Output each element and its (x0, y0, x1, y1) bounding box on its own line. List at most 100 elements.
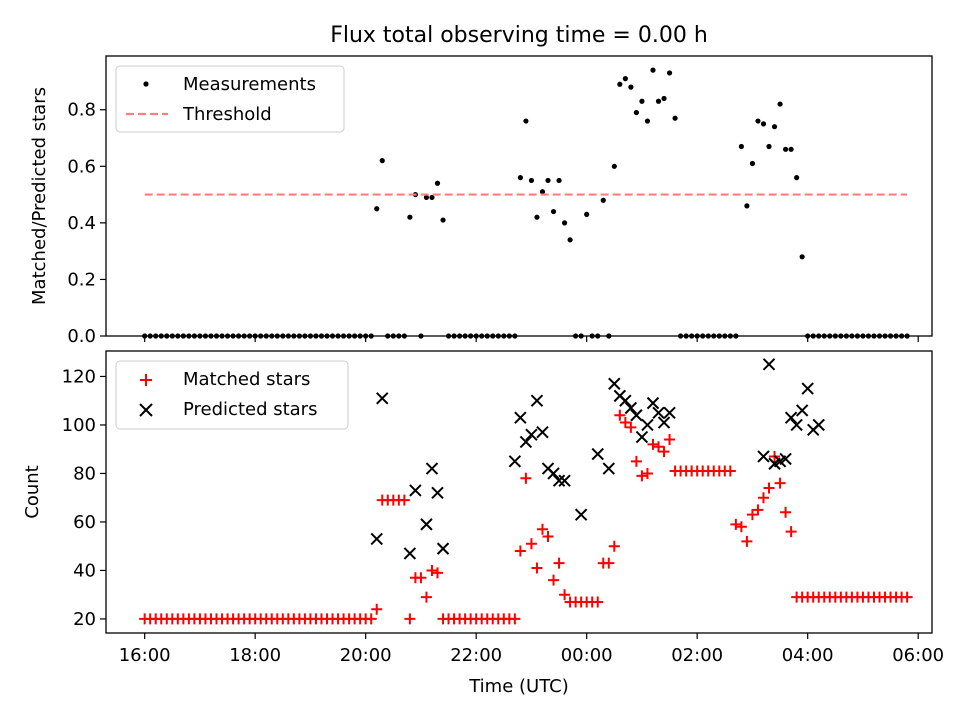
measurement-point (440, 217, 446, 223)
measurement-point (672, 115, 678, 121)
measurement-point (517, 175, 523, 181)
ratio-y-axis-label: Matched/Predicted stars (29, 87, 50, 305)
y-tick-label: 0.2 (67, 269, 96, 290)
measurement-point (766, 143, 772, 150)
matched-star-point (542, 530, 554, 542)
x-tick-label: 16:00 (119, 645, 171, 666)
matched-star-point (724, 465, 736, 477)
y-tick-label: 40 (73, 560, 96, 581)
measurement-point (755, 118, 761, 124)
measurement-point (534, 214, 540, 220)
matched-star-point (630, 455, 642, 467)
predicted-star-point (519, 435, 533, 449)
predicted-star-point (619, 394, 632, 407)
count-legend-box (115, 360, 349, 430)
measurement-point (794, 175, 800, 181)
legend-measurements-marker (143, 81, 149, 87)
predicted-star-point (431, 486, 444, 500)
y-tick-label: 0.8 (67, 100, 96, 121)
predicted-star-point (762, 358, 776, 371)
predicted-star-point (812, 418, 825, 432)
predicted-star-point (376, 392, 389, 405)
y-tick-label: 60 (73, 512, 96, 533)
matched-star-point (763, 482, 775, 494)
predicted-star-point (635, 430, 649, 444)
measurement-point (622, 76, 628, 82)
predicted-star-point (547, 467, 560, 480)
predicted-star-point (652, 406, 665, 420)
y-tick-label: 80 (73, 463, 96, 484)
matched-star-point (531, 562, 543, 574)
predicted-star-point (784, 411, 798, 424)
predicted-star-point (370, 532, 383, 546)
matched-star-point (636, 470, 648, 482)
matched-star-point (746, 509, 758, 521)
legend-measurements-label: Measurements (183, 74, 316, 95)
count-plot-frame (105, 350, 933, 634)
measurement-point (600, 197, 606, 203)
x-tick-label: 18:00 (229, 645, 281, 666)
predicted-star-point (530, 394, 544, 407)
measurement-point (777, 101, 783, 107)
predicted-star-point (552, 474, 566, 487)
measurement-point (655, 98, 662, 104)
x-tick-label: 00:00 (561, 645, 613, 666)
measurement-point (738, 143, 744, 150)
matched-star-point (509, 613, 521, 625)
predicted-star-point (757, 450, 770, 463)
predicted-star-point (801, 382, 814, 395)
count-y-axis-label: Count (22, 465, 43, 518)
ratio-plot-frame (105, 55, 933, 337)
matched-star-point (730, 518, 742, 530)
measurement-point (650, 67, 656, 73)
matched-star-point (625, 421, 637, 433)
predicted-star-point (602, 462, 615, 475)
measurement-point (539, 189, 546, 195)
matched-star-point (608, 540, 620, 552)
measurement-point (556, 177, 562, 184)
matched-star-point (525, 538, 537, 550)
matched-star-point (757, 492, 769, 504)
x-tick-label: 22:00 (450, 645, 502, 666)
chart-title: Flux total observing time = 0.00 h (330, 23, 708, 48)
matched-star-point (785, 526, 797, 538)
predicted-star-point (779, 452, 792, 466)
measurement-point (423, 194, 430, 201)
measurement-point (584, 211, 590, 217)
predicted-star-point (641, 418, 654, 432)
measurement-point (545, 177, 551, 184)
measurement-point (523, 118, 529, 124)
measurement-point (374, 206, 380, 212)
y-tick-label: 0.0 (67, 326, 96, 347)
matched-star-point (404, 613, 416, 625)
matched-star-point (536, 523, 548, 535)
matched-star-point (901, 591, 913, 603)
measurement-point (760, 121, 767, 127)
y-tick-label: 0.6 (67, 156, 96, 177)
matched-star-point (774, 477, 786, 489)
matched-star-point (514, 545, 526, 557)
matched-star-point (735, 521, 747, 533)
measurement-point (628, 84, 634, 90)
predicted-star-point (536, 426, 549, 439)
x-tick-label: 20:00 (340, 645, 392, 666)
matched-star-point (641, 467, 653, 479)
matched-star-point (365, 613, 377, 625)
predicted-star-point (514, 411, 527, 424)
measurement-point (799, 254, 805, 260)
legend-predicted-label: Predicted stars (183, 399, 317, 420)
y-tick-label: 20 (73, 609, 96, 630)
legend-matched-label: Matched stars (183, 369, 310, 390)
matched-star-point (415, 572, 427, 584)
measurement-point (429, 194, 435, 201)
x-tick-label: 04:00 (782, 645, 834, 666)
matched-star-point (548, 574, 560, 586)
measurement-point (661, 95, 667, 102)
matched-star-point (420, 591, 432, 603)
measurement-point (666, 70, 673, 76)
matched-star-point (752, 504, 764, 516)
matched-star-point (619, 417, 631, 429)
matched-star-point (614, 409, 626, 421)
predicted-star-point (436, 542, 450, 555)
